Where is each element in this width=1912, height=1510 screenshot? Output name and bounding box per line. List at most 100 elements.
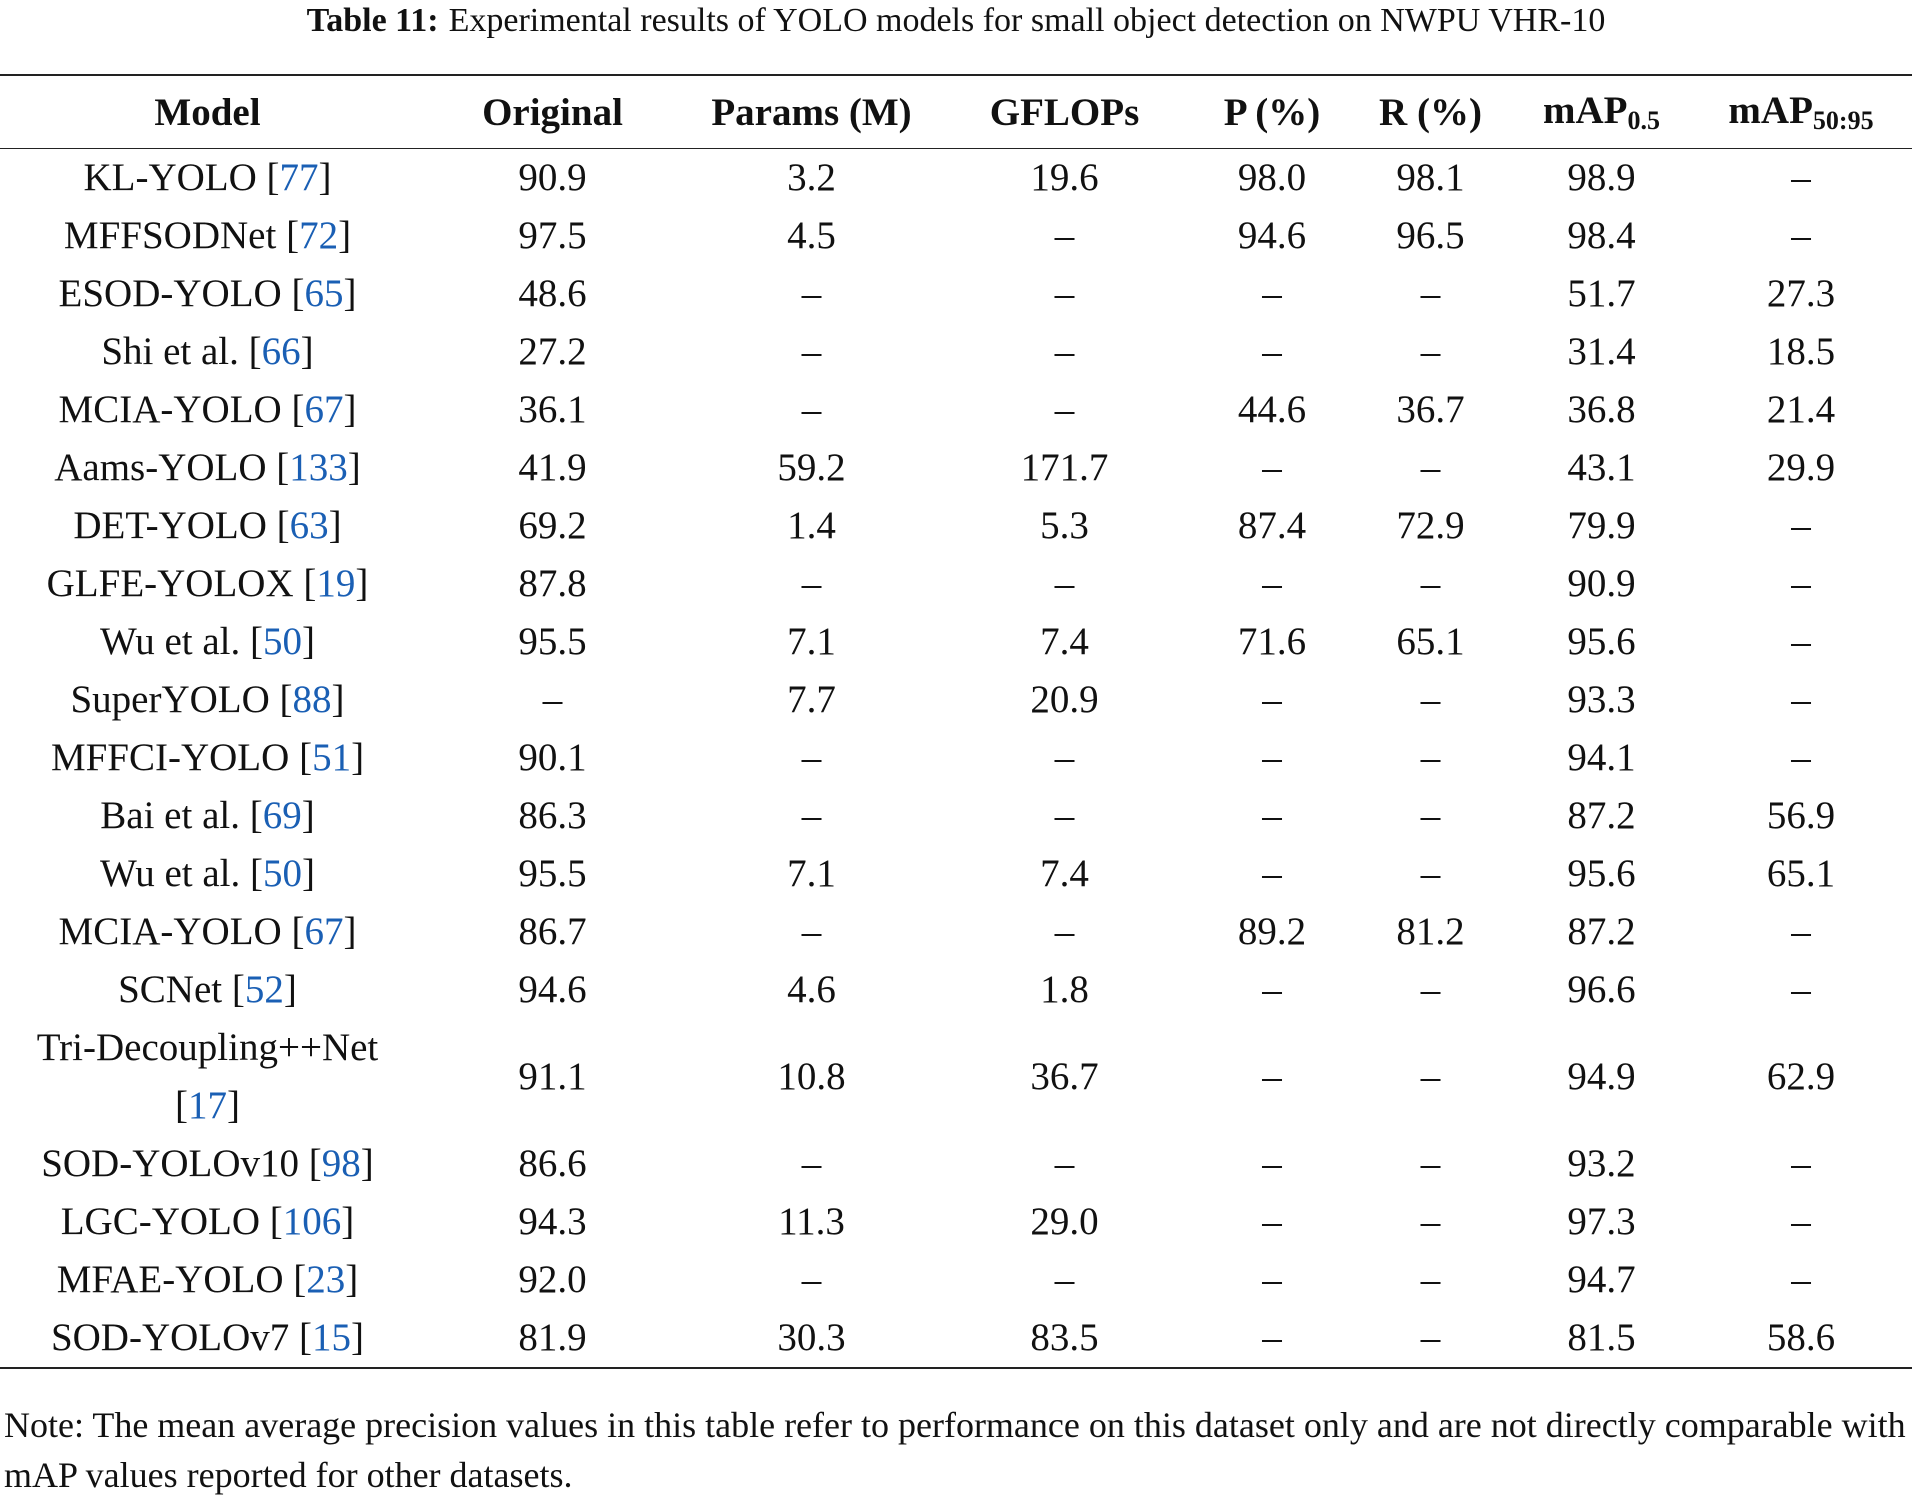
value-cell: – [1054, 736, 1075, 779]
value-cell: – [1420, 968, 1441, 1011]
value-cell: – [801, 272, 822, 315]
model-cell: MCIA-YOLO [67] [0, 381, 415, 439]
model-name: DET-YOLO [73, 504, 267, 547]
model-cell: Aams-YOLO [133] [0, 439, 415, 497]
value-cell: – [1791, 620, 1811, 663]
value-cell: – [1262, 562, 1282, 605]
value-cell: – [1262, 1316, 1282, 1359]
model-cell: ESOD-YOLO [65] [0, 265, 415, 323]
value-cell: 5.3 [1040, 504, 1089, 547]
value-cell: 7.4 [1040, 620, 1089, 663]
reference-number: 51 [312, 736, 352, 779]
model-name: SOD-YOLOv10 [41, 1142, 300, 1185]
value-cell: – [801, 330, 822, 373]
value-cell: – [1054, 272, 1075, 315]
value-cell: 98.0 [1237, 156, 1307, 199]
value-cell: – [1791, 214, 1811, 257]
model-cell: SCNet [52] [0, 961, 415, 1019]
value-cell: 21.4 [1766, 388, 1836, 431]
value-cell: 56.9 [1766, 794, 1836, 837]
reference: [66] [248, 330, 314, 373]
model-cell: Wu et al. [50] [0, 613, 415, 671]
value-cell: – [1791, 1258, 1811, 1301]
value-cell: 86.3 [518, 794, 587, 837]
value-cell: 95.6 [1567, 620, 1636, 663]
table-row: Wu et al. [50] 95.5 7.1 7.4 71.6 65.1 95.6 – [0, 613, 1912, 671]
value-cell: 81.2 [1396, 910, 1465, 953]
table-row: MCIA-YOLO [67] 36.1 – – 44.6 36.7 36.8 21.4 [0, 381, 1912, 439]
value-cell: – [1791, 156, 1811, 199]
model-cell: SOD-YOLOv7 [15] [0, 1309, 415, 1368]
value-cell: 90.1 [518, 736, 587, 779]
value-cell: – [1420, 1142, 1441, 1185]
table-row: MFFCI-YOLO [51] 90.1 – – – – 94.1 – [0, 729, 1912, 787]
reference: [63] [276, 504, 342, 547]
value-cell: – [1420, 1258, 1441, 1301]
value-cell: – [1791, 1142, 1811, 1185]
value-cell: 30.3 [777, 1316, 846, 1359]
header-cell: R (%) [1348, 75, 1513, 149]
value-cell: – [1420, 446, 1441, 489]
value-cell: 86.6 [518, 1142, 587, 1185]
table-row: ESOD-YOLO [65] 48.6 – – – – 51.7 27.3 [0, 265, 1912, 323]
value-cell: 62.9 [1766, 1055, 1836, 1098]
model-name: Wu et al. [99, 620, 241, 663]
value-cell: 98.1 [1396, 156, 1465, 199]
value-cell: 29.0 [1030, 1200, 1099, 1243]
value-cell: 1.4 [787, 504, 836, 547]
value-cell: 86.7 [518, 910, 587, 953]
value-cell: 20.9 [1030, 678, 1099, 721]
value-cell: 19.6 [1030, 156, 1099, 199]
model-name: SOD-YOLOv7 [50, 1316, 290, 1359]
value-cell: – [1262, 852, 1282, 895]
header-cell: mAP50:95 [1690, 75, 1912, 149]
value-cell: 91.1 [518, 1055, 587, 1098]
value-cell: – [1054, 794, 1075, 837]
value-cell: – [1262, 1142, 1282, 1185]
model-name: Shi et al. [101, 330, 239, 373]
value-cell: – [1420, 852, 1441, 895]
value-cell: – [1262, 1055, 1282, 1098]
value-cell: – [1054, 330, 1075, 373]
value-cell: 36.7 [1030, 1055, 1099, 1098]
value-cell: 71.6 [1237, 620, 1307, 663]
value-cell: 87.2 [1567, 910, 1636, 953]
header-text: mAP [1728, 89, 1813, 132]
table-body: KL-YOLO [77] 90.9 3.2 19.6 98.0 98.1 98.9– MFFS… [0, 149, 1912, 1368]
value-cell: 31.4 [1567, 330, 1636, 373]
value-cell: – [801, 1142, 822, 1185]
table-row: MFFSODNet [72] 97.5 4.5 – 94.6 96.5 98.4 – [0, 207, 1912, 265]
model-name: MCIA-YOLO [58, 910, 282, 953]
value-cell: – [542, 678, 563, 721]
value-cell: – [1054, 388, 1075, 431]
value-cell: 72.9 [1396, 504, 1465, 547]
table-row: LGC-YOLO [106] 94.3 11.3 29.0 – – 97.3 – [0, 1193, 1912, 1251]
table-row: GLFE-YOLOX [19] 87.8 – – – – 90.9 – [0, 555, 1912, 613]
reference-number: 50 [263, 852, 303, 895]
header-text: Model [154, 90, 261, 134]
reference: [88] [279, 678, 345, 721]
value-cell: 81.9 [518, 1316, 587, 1359]
reference-number: 50 [263, 620, 303, 663]
value-cell: 1.8 [1040, 968, 1089, 1011]
model-name: MCIA-YOLO [58, 388, 282, 431]
header-subscript: 50:95 [1812, 106, 1874, 135]
value-cell: – [1262, 678, 1282, 721]
value-cell: 44.6 [1237, 388, 1307, 431]
value-cell: 65.1 [1766, 852, 1836, 895]
reference: [69] [249, 794, 315, 837]
model-cell: MFFCI-YOLO [51] [0, 729, 415, 787]
value-cell: 95.5 [518, 620, 587, 663]
table-row: Shi et al. [66] 27.2 – – – – 31.4 18.5 [0, 323, 1912, 381]
reference: [133] [276, 446, 361, 489]
reference-number: 77 [279, 156, 319, 199]
value-cell: – [801, 388, 822, 431]
value-cell: 7.1 [787, 620, 836, 663]
reference: [15] [299, 1316, 365, 1359]
value-cell: – [1262, 1200, 1282, 1243]
value-cell: – [1420, 678, 1441, 721]
value-cell: 58.6 [1766, 1316, 1836, 1359]
value-cell: – [1791, 910, 1811, 953]
value-cell: 94.9 [1567, 1055, 1636, 1098]
header-cell: P (%) [1196, 75, 1348, 149]
